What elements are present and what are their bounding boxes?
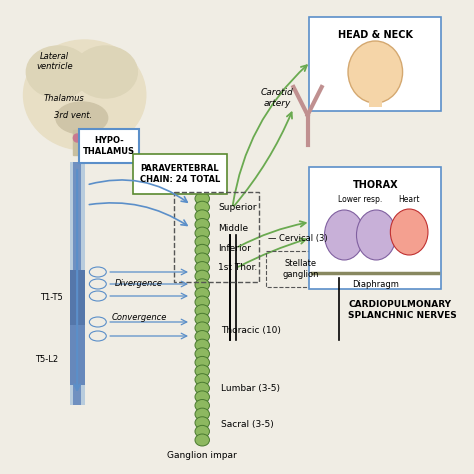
Ellipse shape: [195, 400, 210, 411]
Text: Stellate
ganglion: Stellate ganglion: [283, 259, 319, 279]
Ellipse shape: [195, 417, 210, 429]
Text: Lateral
ventricle: Lateral ventricle: [36, 52, 73, 72]
Ellipse shape: [195, 322, 210, 334]
Ellipse shape: [56, 102, 108, 134]
Ellipse shape: [195, 313, 210, 325]
Ellipse shape: [195, 236, 210, 248]
Ellipse shape: [195, 391, 210, 403]
Ellipse shape: [27, 46, 91, 98]
Text: Diaphragm: Diaphragm: [352, 280, 399, 289]
Text: Thoracic (10): Thoracic (10): [221, 326, 281, 335]
Ellipse shape: [195, 201, 210, 213]
Ellipse shape: [195, 219, 210, 230]
Text: 3rd vent.: 3rd vent.: [55, 110, 92, 119]
Ellipse shape: [356, 210, 396, 260]
Bar: [70, 325, 85, 385]
Bar: [369, 95, 382, 107]
FancyBboxPatch shape: [310, 167, 441, 289]
Ellipse shape: [195, 192, 210, 205]
Text: T1-T5: T1-T5: [40, 292, 63, 301]
Ellipse shape: [195, 425, 210, 438]
Ellipse shape: [195, 408, 210, 420]
Ellipse shape: [195, 305, 210, 317]
Ellipse shape: [195, 279, 210, 291]
Ellipse shape: [195, 287, 210, 300]
Text: Lower resp.: Lower resp.: [338, 195, 383, 204]
Text: Superior: Superior: [218, 203, 257, 212]
Text: Sacral (3-5): Sacral (3-5): [221, 420, 274, 429]
Text: Ganglion impar: Ganglion impar: [167, 450, 237, 459]
Text: T5-L2: T5-L2: [36, 356, 59, 365]
Ellipse shape: [195, 184, 210, 196]
Ellipse shape: [195, 356, 210, 368]
Bar: [73, 162, 81, 405]
Ellipse shape: [195, 374, 210, 386]
Bar: [70, 270, 85, 325]
Ellipse shape: [348, 41, 402, 103]
Text: THORAX: THORAX: [353, 180, 398, 190]
Ellipse shape: [195, 262, 210, 273]
Text: HEAD & NECK: HEAD & NECK: [338, 30, 413, 40]
Text: PARAVERTEBRAL
CHAIN: 24 TOTAL: PARAVERTEBRAL CHAIN: 24 TOTAL: [139, 164, 220, 184]
Text: Thalamus: Thalamus: [44, 93, 84, 102]
Ellipse shape: [195, 365, 210, 377]
Text: HYPO-
THALAMUS: HYPO- THALAMUS: [83, 137, 135, 155]
Ellipse shape: [195, 296, 210, 308]
Ellipse shape: [195, 348, 210, 360]
Ellipse shape: [195, 244, 210, 256]
Text: 1st Thor.: 1st Thor.: [218, 264, 257, 273]
Ellipse shape: [195, 210, 210, 222]
Ellipse shape: [195, 253, 210, 265]
FancyBboxPatch shape: [310, 17, 441, 111]
Ellipse shape: [195, 339, 210, 351]
Text: Convergence: Convergence: [111, 313, 167, 322]
Text: CARDIOPULMONARY
SPLANCHNIC NERVES: CARDIOPULMONARY SPLANCHNIC NERVES: [348, 300, 457, 320]
Text: Inferior: Inferior: [218, 244, 251, 253]
Text: Divergence: Divergence: [115, 279, 163, 288]
Ellipse shape: [24, 40, 146, 150]
Ellipse shape: [195, 434, 210, 446]
Text: — Cervical (3): — Cervical (3): [268, 234, 328, 243]
Ellipse shape: [391, 209, 428, 255]
FancyBboxPatch shape: [79, 129, 139, 163]
Ellipse shape: [195, 227, 210, 239]
Ellipse shape: [325, 210, 364, 260]
Text: Middle: Middle: [218, 224, 248, 233]
Ellipse shape: [73, 134, 81, 142]
Text: Carotid
artery: Carotid artery: [261, 88, 294, 108]
Ellipse shape: [195, 270, 210, 282]
FancyBboxPatch shape: [133, 154, 227, 194]
Bar: [70, 162, 85, 405]
Bar: [73, 130, 91, 155]
Ellipse shape: [195, 330, 210, 343]
Ellipse shape: [73, 46, 137, 98]
Text: Heart: Heart: [399, 195, 420, 204]
Ellipse shape: [195, 382, 210, 394]
Text: Lumbar (3-5): Lumbar (3-5): [221, 383, 280, 392]
